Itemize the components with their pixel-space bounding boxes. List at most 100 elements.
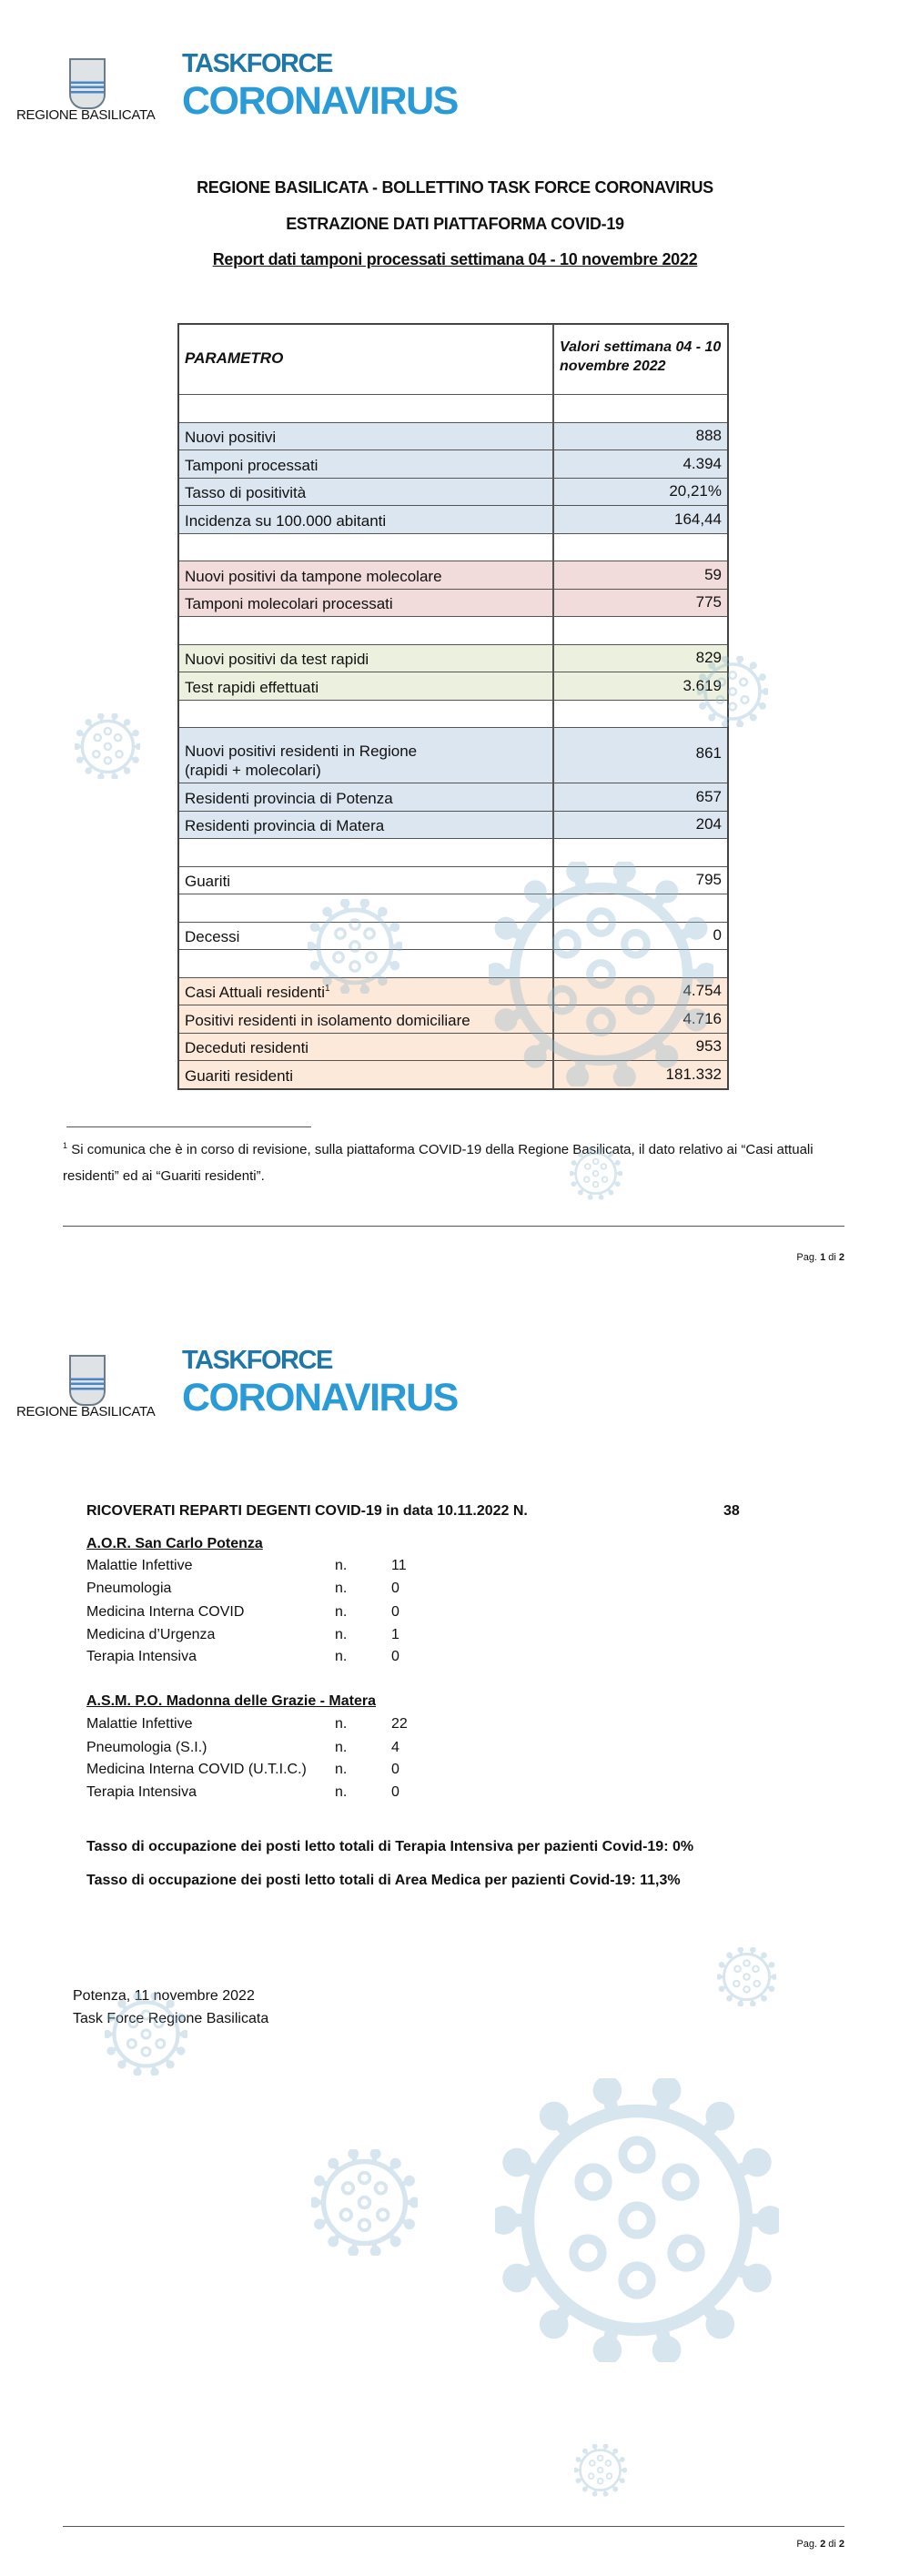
value-cell: 795 — [695, 871, 722, 888]
value-cell: 0 — [713, 926, 722, 944]
param-cell: Tamponi molecolari processati — [179, 589, 554, 616]
ward-count: 11 — [391, 1558, 407, 1573]
param-cell: Incidenza su 100.000 abitanti — [179, 506, 554, 533]
row-label: Casi Attuali residenti — [185, 984, 326, 1001]
spacer-cell — [554, 534, 727, 561]
ward-count: 4 — [391, 1740, 399, 1755]
row-label: Guariti residenti — [185, 1066, 294, 1085]
virus-watermark-icon — [308, 899, 402, 994]
footnote-line-2: residenti” ed ai “Guariti residenti”. — [63, 1168, 265, 1184]
virus-watermark-icon — [570, 1147, 622, 1200]
row-label-2: (rapidi + molecolari) — [185, 761, 321, 779]
value-cell: 888 — [695, 427, 722, 444]
row-label: Incidenza su 100.000 abitanti — [185, 511, 387, 530]
param-cell: Positivi residenti in isolamento domicil… — [179, 1005, 554, 1033]
ward-n-label: n. — [335, 1627, 348, 1642]
page-current: 1 — [820, 1252, 826, 1263]
spacer-cell — [554, 617, 727, 644]
value-cell: 657 — [695, 787, 722, 805]
row-label: Deceduti residenti — [185, 1039, 309, 1056]
value-cell: 59 — [704, 565, 722, 583]
footnote-line-1: Si comunica che è in corso di revisione,… — [71, 1142, 814, 1157]
bulletin-subtitle: ESTRAZIONE DATI PIATTAFORMA COVID-19 — [286, 215, 624, 233]
page-number-p2: Pag. 2 di 2 — [796, 2539, 844, 2550]
value-cell: 204 — [695, 815, 722, 833]
footnote-ref: 1 — [325, 983, 330, 994]
ward-count: 0 — [391, 1581, 399, 1596]
table-row: Test rapidi effettuati 3.619 — [179, 672, 727, 700]
regione-basilicata-label: REGIONE BASILICATA — [16, 107, 156, 123]
table-spacer-row — [179, 894, 727, 922]
spacer-cell — [179, 894, 554, 922]
hospital-name: A.S.M. P.O. Madonna delle Grazie - Mater… — [86, 1693, 377, 1709]
param-cell: Nuovi positivi da test rapidi — [179, 644, 554, 672]
signature-signer: Task Force Regione Basilicata — [73, 2011, 269, 2026]
table-row: Tasso di positività 20,21% — [179, 477, 727, 505]
occupancy-intensive-care: Tasso di occupazione dei posti letto tot… — [86, 1839, 694, 1854]
hospital-name: A.O.R. San Carlo Potenza — [86, 1536, 263, 1551]
spacer-cell — [179, 700, 554, 727]
ricoverati-total: 38 — [723, 1503, 740, 1519]
table-header-row: PARAMETRO Valori settimana 04 - 10 novem… — [179, 325, 727, 394]
param-cell: Nuovi positivi — [179, 422, 554, 450]
virus-watermark-icon — [716, 1946, 776, 2006]
ward-count: 0 — [391, 1604, 399, 1620]
ward-name: Medicina Interna COVID — [86, 1604, 245, 1620]
value-cell: 775 — [695, 593, 722, 611]
page-prefix: Pag. — [796, 2539, 817, 2550]
row-label: Positivi residenti in isolamento domicil… — [185, 1011, 470, 1029]
regione-basilicata-crest-logo-p2 — [69, 1355, 106, 1406]
coronavirus-logo-text: CORONAVIRUS — [182, 79, 459, 123]
value-cell: 20,21% — [669, 482, 722, 500]
ward-name: Medicina d’Urgenza — [86, 1627, 216, 1642]
spacer-cell — [179, 950, 554, 977]
spacer-cell — [179, 395, 554, 422]
row-label: Decessi — [185, 928, 240, 945]
virus-watermark-icon — [697, 656, 768, 727]
ward-count: 0 — [391, 1784, 399, 1800]
spacer-cell — [179, 533, 554, 561]
ward-n-label: n. — [335, 1649, 348, 1664]
value-cell: 164,44 — [674, 510, 722, 528]
table-row: Incidenza su 100.000 abitanti 164,44 — [179, 505, 727, 533]
regione-basilicata-label-p2: REGIONE BASILICATA — [16, 1404, 156, 1419]
header-parametro: PARAMETRO — [179, 325, 554, 394]
row-label: Test rapidi effettuati — [185, 678, 319, 696]
row-label: Nuovi positivi residenti in Regione — [185, 742, 418, 761]
header-valori: Valori settimana 04 - 10 novembre 2022 — [560, 338, 722, 374]
ward-name: Pneumologia — [86, 1581, 172, 1596]
ward-name: Malattie Infettive — [86, 1558, 193, 1573]
param-cell: Residenti provincia di Matera — [179, 811, 554, 838]
taskforce-logo-text: TASKFORCE — [182, 49, 333, 78]
ward-n-label: n. — [335, 1740, 348, 1755]
data-table: PARAMETRO Valori settimana 04 - 10 novem… — [177, 323, 729, 1090]
table-spacer-row — [179, 699, 727, 727]
table-row: Tamponi processati 4.394 — [179, 450, 727, 478]
signature-place-date: Potenza, 11 novembre 2022 — [73, 1988, 255, 2004]
ward-name: Pneumologia (S.I.) — [86, 1740, 207, 1755]
report-title: Report dati tamponi processati settimana… — [212, 250, 698, 268]
footer-rule — [63, 1226, 844, 1227]
virus-watermark-icon — [488, 861, 713, 1086]
table-spacer-row — [179, 394, 727, 422]
table-row: Residenti provincia di Matera 204 — [179, 810, 727, 838]
table-spacer-row — [179, 532, 727, 561]
ward-count: 1 — [391, 1627, 399, 1642]
param-cell: Tamponi processati — [179, 450, 554, 478]
page-of: di — [828, 1252, 836, 1263]
page-of: di — [828, 2539, 836, 2550]
row-label: Nuovi positivi da tampone molecolare — [185, 567, 442, 585]
value-cell: 829 — [695, 649, 722, 666]
row-label: Tamponi molecolari processati — [185, 595, 393, 612]
param-cell: Nuovi positivi residenti in Regione (rapi… — [179, 728, 554, 783]
page-number: Pag. 1 di 2 — [796, 1252, 844, 1263]
value-cell: 4.394 — [682, 454, 722, 472]
ward-n-label: n. — [335, 1716, 348, 1732]
spacer-cell — [179, 839, 554, 866]
page-prefix: Pag. — [796, 1252, 817, 1263]
ward-n-label: n. — [335, 1581, 348, 1596]
ward-n-label: n. — [335, 1604, 348, 1620]
param-cell: Deceduti residenti — [179, 1033, 554, 1060]
table-row: Tamponi molecolari processati 775 — [179, 588, 727, 616]
value-cell: 181.332 — [665, 1065, 722, 1083]
